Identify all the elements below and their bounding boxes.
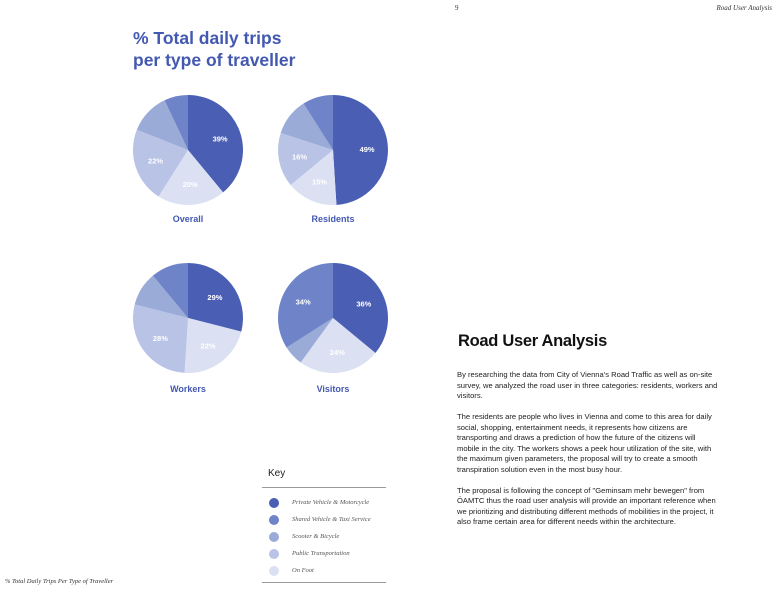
legend-items: Private Vehicle & Motorcycle Shared Vehi…	[262, 488, 386, 583]
pie-slice	[290, 150, 337, 205]
legend-item: Public Transportation	[262, 545, 386, 562]
pie-slice	[188, 95, 244, 193]
slice-label: 24%	[330, 348, 345, 357]
slice-label: 22%	[148, 157, 163, 166]
legend-swatch	[269, 548, 279, 559]
pie-slice	[134, 275, 188, 318]
slice-label: 39%	[213, 134, 228, 143]
section-title: Road User Analysis	[458, 332, 607, 350]
slice-label: 28%	[153, 334, 168, 343]
pie-title: Overall	[173, 214, 204, 224]
pie-slice	[132, 129, 188, 197]
legend-label: Private Vehicle & Motorcycle	[292, 499, 370, 506]
pie-slice	[164, 94, 188, 150]
slice-label: 22%	[201, 342, 216, 351]
pie-charts: 39% 20% 22% Overall 49% 15% 16% Residents 29% 22%…	[132, 94, 389, 394]
legend-swatch	[269, 497, 279, 508]
legend-item: Shared Vehicle & Taxi Service	[262, 511, 386, 528]
pie-slice	[300, 318, 376, 374]
paragraph: By researching the data from City of Vie…	[457, 370, 718, 400]
slice-label: 36%	[356, 299, 371, 308]
slice-label: 16%	[292, 152, 307, 161]
pie-slice	[277, 133, 333, 186]
pie-slice	[303, 95, 333, 150]
legend-label: Scooter & Bicycle	[292, 533, 340, 540]
figure-title: % Total daily trips per type of travelle…	[133, 27, 373, 71]
slice-label: 15%	[312, 177, 327, 186]
pie-slice	[152, 263, 188, 318]
pie-slice	[133, 304, 188, 373]
legend-swatch	[269, 565, 279, 576]
pie-title: Residents	[311, 214, 354, 224]
pie-slice	[333, 95, 388, 205]
pie-title: Workers	[170, 384, 206, 394]
pie-slice	[280, 103, 333, 150]
pie-slice	[277, 263, 333, 348]
pie-chart-workers: 29% 22% 28% Workers	[133, 263, 243, 394]
figure-title-line-1: % Total daily trips	[133, 28, 282, 48]
slice-label: 49%	[360, 145, 375, 154]
legend-swatch	[269, 531, 279, 542]
pie-slice	[184, 318, 242, 373]
legend-swatch	[269, 514, 279, 525]
pie-slice	[158, 150, 224, 206]
pie-chart-overall: 39% 20% 22% Overall	[132, 94, 244, 224]
pie-slice	[188, 263, 243, 332]
pie-chart-residents: 49% 15% 16% Residents	[277, 95, 388, 224]
figure-title-line-2: per type of traveller	[133, 50, 296, 70]
figure-caption: % Total Daily Trips Per Type of Travelle…	[5, 578, 114, 585]
pie-slice	[286, 318, 333, 363]
legend-label: Public Transportation	[292, 550, 350, 557]
page-number: 9	[455, 4, 459, 12]
legend-label: On Foot	[292, 567, 314, 574]
header-title: Road User Analysis	[716, 4, 772, 12]
slice-label: 20%	[183, 180, 198, 189]
pie-title: Visitors	[317, 384, 350, 394]
paragraph: The proposal is following the concept of…	[457, 485, 716, 527]
legend-item: Scooter & Bicycle	[262, 528, 386, 545]
legend-item: On Foot	[262, 562, 386, 579]
pie-slice	[136, 100, 188, 150]
paragraph: The residents are people who lives in Vi…	[457, 412, 712, 474]
pie-slice	[333, 263, 389, 354]
legend-label: Shared Vehicle & Taxi Service	[292, 516, 371, 523]
section-body: By researching the data from City of Vie…	[457, 370, 719, 538]
slice-label: 34%	[296, 298, 311, 307]
legend-item: Private Vehicle & Motorcycle	[262, 494, 386, 511]
pie-chart-visitors: 36% 24% 34% Visitors	[277, 263, 389, 394]
legend-title: Key	[262, 468, 386, 488]
slice-label: 29%	[207, 293, 222, 302]
legend: Key Private Vehicle & Motorcycle Shared …	[262, 468, 386, 583]
